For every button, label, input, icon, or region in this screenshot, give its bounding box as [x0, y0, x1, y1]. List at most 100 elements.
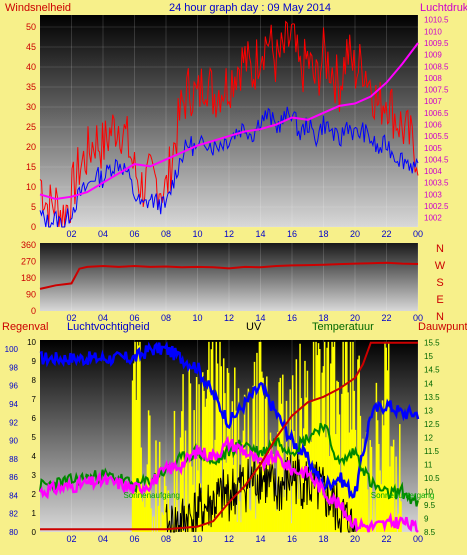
- direction-axis-tick: 270: [21, 256, 36, 266]
- uv-axis-tick: 9: [32, 357, 37, 366]
- panel2-x-tick: 06: [129, 313, 139, 323]
- temperature-axis-tick: 12: [424, 433, 433, 442]
- wind-axis-tick: 5: [31, 202, 36, 212]
- uv-axis-tick: 5: [32, 433, 37, 442]
- solar-line: [165, 454, 356, 533]
- dewpoint-line: [38, 435, 419, 533]
- panel1-x-tick: 12: [224, 229, 234, 239]
- pressure-axis-tick: 1006.5: [424, 109, 449, 118]
- pressure-axis-tick: 1009: [424, 51, 442, 60]
- uv-axis-tick: 10: [27, 338, 36, 347]
- temperature-axis-tick: 8.5: [424, 528, 436, 537]
- panel2-x-tick: 18: [318, 313, 328, 323]
- temperature-axis-tick: 11.5: [424, 447, 440, 456]
- panel3-x-tick: 00: [413, 534, 423, 544]
- wind-axis-tick: 40: [26, 62, 36, 72]
- uv-axis-tick: 2: [32, 490, 37, 499]
- temperature-axis-tick: 10.5: [424, 474, 440, 483]
- direction-axis-tick: 180: [21, 273, 36, 283]
- panel1-x-tick: 00: [413, 229, 423, 239]
- header-left-label: Windsnelheid: [5, 2, 71, 14]
- temperature-axis-tick: 15.5: [424, 339, 440, 348]
- panel3-x-tick: 10: [192, 534, 202, 544]
- wind-axis-tick: 20: [26, 142, 36, 152]
- panel2-x-tick: 12: [224, 313, 234, 323]
- uv-axis-tick: 1: [32, 509, 37, 518]
- compass-label: W: [435, 260, 446, 272]
- temperature-axis-tick: 15: [424, 352, 433, 361]
- panel1-x-tick: 06: [129, 229, 139, 239]
- humidity-axis-tick: 92: [9, 418, 18, 427]
- uv-axis-tick: 8: [32, 376, 37, 385]
- wind-axis-tick: 30: [26, 102, 36, 112]
- humidity-axis-tick: 82: [9, 510, 18, 519]
- humidity-axis-tick: 94: [9, 400, 18, 409]
- wind-avg-line: [39, 106, 419, 228]
- rain-label: Regenval: [2, 321, 48, 333]
- wind-axis-tick: 50: [26, 22, 36, 32]
- pressure-axis-tick: 1003: [424, 190, 442, 199]
- uv-axis-tick: 4: [32, 452, 37, 461]
- humidity-axis-tick: 86: [9, 473, 18, 482]
- uv-label: UV: [246, 321, 262, 333]
- panel2-x-tick: 00: [413, 313, 423, 323]
- compass-label: E: [436, 294, 443, 306]
- pressure-axis-tick: 1010.5: [424, 16, 449, 25]
- panel2-x-tick: 16: [287, 313, 297, 323]
- wind-axis-tick: 45: [26, 42, 36, 52]
- pressure-axis-tick: 1007: [424, 97, 442, 106]
- temperature-axis-tick: 13: [424, 406, 433, 415]
- temperature-axis-tick: 14.5: [424, 366, 440, 375]
- direction-axis-tick: 360: [21, 240, 36, 250]
- panel1-x-tick: 08: [161, 229, 171, 239]
- panel3-x-tick: 02: [66, 534, 76, 544]
- panel3-x-tick: 14: [255, 534, 265, 544]
- panel2-x-tick: 14: [255, 313, 265, 323]
- pressure-axis-tick: 1010: [424, 27, 442, 36]
- humidity-axis-tick: 84: [9, 491, 18, 500]
- pressure-axis-tick: 1004.5: [424, 155, 449, 164]
- wind-axis-tick: 10: [26, 182, 36, 192]
- uv-axis-tick: 0: [32, 528, 37, 537]
- pressure-axis-tick: 1003.5: [424, 179, 449, 188]
- temperature-axis-tick: 9.5: [424, 501, 436, 510]
- humidity-axis-tick: 80: [9, 528, 18, 537]
- panel1-x-tick: 20: [350, 229, 360, 239]
- panel2-plot-area: [40, 243, 418, 311]
- wind-gust-line: [39, 20, 419, 228]
- header-right-label: Luchtdruk: [420, 2, 467, 14]
- pressure-axis-tick: 1002: [424, 214, 442, 223]
- dewpoint-label: Dauwpunt: [418, 321, 467, 333]
- temperature-axis-tick: 12.5: [424, 420, 440, 429]
- sunrise-annotation: Sonnenaufgang: [123, 491, 180, 500]
- pressure-axis-tick: 1005.5: [424, 132, 449, 141]
- panel3-x-tick: 18: [318, 534, 328, 544]
- humidity-axis-tick: 88: [9, 455, 18, 464]
- humidity-axis-tick: 90: [9, 437, 18, 446]
- humidity-line: [39, 341, 420, 500]
- pressure-axis-tick: 1009.5: [424, 39, 449, 48]
- temperature-axis-tick: 14: [424, 379, 433, 388]
- temperature-axis-tick: 13.5: [424, 393, 440, 402]
- pressure-axis-tick: 1005: [424, 144, 442, 153]
- pressure-axis-tick: 1008: [424, 74, 442, 83]
- panel3-x-tick: 16: [287, 534, 297, 544]
- compass-label: N: [436, 243, 444, 255]
- panel3-x-tick: 04: [98, 534, 108, 544]
- panel2-x-tick: 08: [161, 313, 171, 323]
- temperature-axis-tick: 9: [424, 514, 429, 523]
- humidity-axis-tick: 100: [5, 345, 19, 354]
- wind-axis-tick: 35: [26, 82, 36, 92]
- humidity-label: Luchtvochtigheid: [67, 321, 150, 333]
- pressure-axis-tick: 1007.5: [424, 86, 449, 95]
- pressure-axis-tick: 1002.5: [424, 202, 449, 211]
- panel1-x-tick: 22: [381, 229, 391, 239]
- panel1-plot-area: [40, 15, 418, 227]
- temperature-axis-tick: 10: [424, 487, 433, 496]
- panel2-x-tick: 10: [192, 313, 202, 323]
- compass-label: N: [436, 311, 444, 323]
- pressure-axis-tick: 1006: [424, 120, 442, 129]
- panel3-x-tick: 20: [350, 534, 360, 544]
